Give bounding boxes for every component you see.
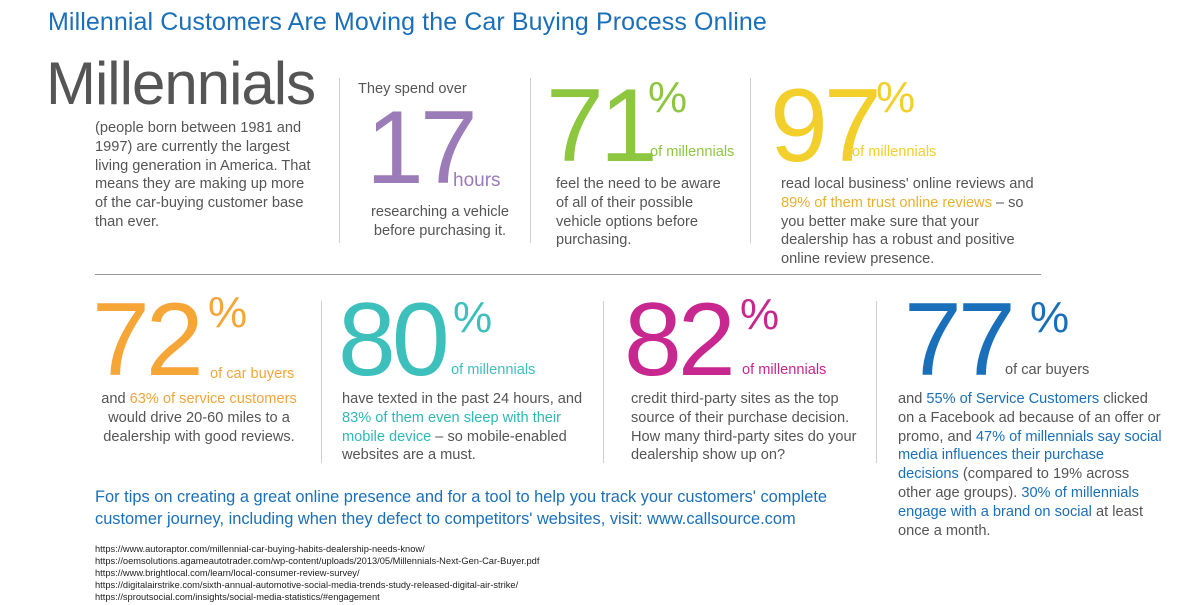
stat-82-qualifier: of millennials <box>742 362 827 378</box>
stat-97-number: 97 <box>770 68 882 184</box>
stat-77-highlight-a: 55% of Service Customers <box>926 391 1100 407</box>
stat-97-text-after: – so you better make sure that your deal… <box>781 194 1024 268</box>
stat-72-text: and 63% of service customers would drive… <box>96 390 302 446</box>
stat-80-text: have texted in the past 24 hours, and 83… <box>342 390 588 465</box>
stat-97-percent: % <box>876 73 916 122</box>
stat-71-number: 71 <box>546 68 658 184</box>
stat-72-qualifier: of car buyers <box>210 366 295 382</box>
stat-97-text-before: read local business' online reviews and <box>781 176 1034 192</box>
footer-tip: For tips on creating a great online pres… <box>95 488 827 528</box>
stat-97-qualifier: of millennials <box>852 144 937 160</box>
divider <box>321 301 322 463</box>
stat-82-text: credit third-party sites as the top sour… <box>631 391 857 464</box>
stat-77-highlight-c: 30% of millennials engage with a brand o… <box>898 485 1139 520</box>
stat-97-text: read local business' online reviews and … <box>781 175 1043 269</box>
stat-71-text: feel the need to be aware of all of thei… <box>556 176 721 249</box>
stat-72-number: 72 <box>92 282 204 398</box>
stat-80-text-after: – so mobile-enabled websites are a must. <box>342 428 567 464</box>
stat-77-percent: % <box>1030 293 1070 342</box>
stat-77-qualifier: of car buyers <box>1005 362 1090 378</box>
divider <box>750 78 751 243</box>
reference-link[interactable]: https://sproutsocial.com/insights/social… <box>95 591 380 602</box>
stat-80-qualifier: of millennials <box>451 362 536 378</box>
stat-77-text: and 55% of Service Customers clicked on … <box>898 390 1166 541</box>
stat-17-lead: They spend over <box>358 81 467 97</box>
page-title: Millennial Customers Are Moving the Car … <box>48 8 767 36</box>
stat-71-percent: % <box>648 73 688 122</box>
stat-80-text-before: have texted in the past 24 hours, and <box>342 391 583 407</box>
divider <box>530 78 531 243</box>
stat-77-text-b: clicked on a Facebook ad because of an o… <box>898 391 1161 445</box>
millennials-heading: Millennials <box>46 50 316 117</box>
stat-77-text-a: and <box>898 391 923 407</box>
stat-72-highlight: 63% of service customers <box>129 391 297 407</box>
reference-link[interactable]: https://digitalairstrike.com/sixth-annua… <box>95 579 519 590</box>
stat-77-number: 77 <box>904 282 1016 398</box>
reference-link[interactable]: https://www.autoraptor.com/millennial-ca… <box>95 544 425 554</box>
stat-71-qualifier: of millennials <box>650 144 735 160</box>
stat-72-text-after: would drive 20-60 miles to a dealership … <box>103 409 295 445</box>
section-separator <box>95 274 1041 275</box>
stat-80-highlight: 83% of them even sleep with their mobile… <box>342 409 562 445</box>
stat-17-unit: hours <box>453 170 501 191</box>
stat-82-percent: % <box>740 290 780 339</box>
stat-77-text-d: at least once a month. <box>898 503 1144 539</box>
reference-link[interactable]: https://oemsolutions.agameautotrader.com… <box>95 555 540 566</box>
reference-link[interactable]: https://www.brightlocal.com/learn/local-… <box>95 567 360 578</box>
intro-text: (people born between 1981 and 1997) are … <box>95 120 311 231</box>
stat-82-number: 82 <box>624 282 736 398</box>
stat-97-highlight: 89% of them trust online reviews <box>781 194 992 211</box>
stat-72-percent: % <box>208 288 248 337</box>
stat-80-number: 80 <box>338 282 450 398</box>
divider <box>603 301 604 463</box>
stat-80-percent: % <box>453 293 493 342</box>
stat-72-text-before: and <box>101 391 126 407</box>
references-list: https://www.autoraptor.com/millennial-ca… <box>95 544 539 603</box>
stat-17-text: researching a vehicle before purchasing … <box>371 204 509 239</box>
divider <box>876 301 877 463</box>
divider <box>339 78 340 243</box>
stat-17-number: 17 <box>366 90 478 206</box>
stat-77-highlight-b: 47% of millennials say social media infl… <box>898 428 1162 483</box>
stat-77-text-c: (compared to 19% across other age groups… <box>898 466 1130 502</box>
